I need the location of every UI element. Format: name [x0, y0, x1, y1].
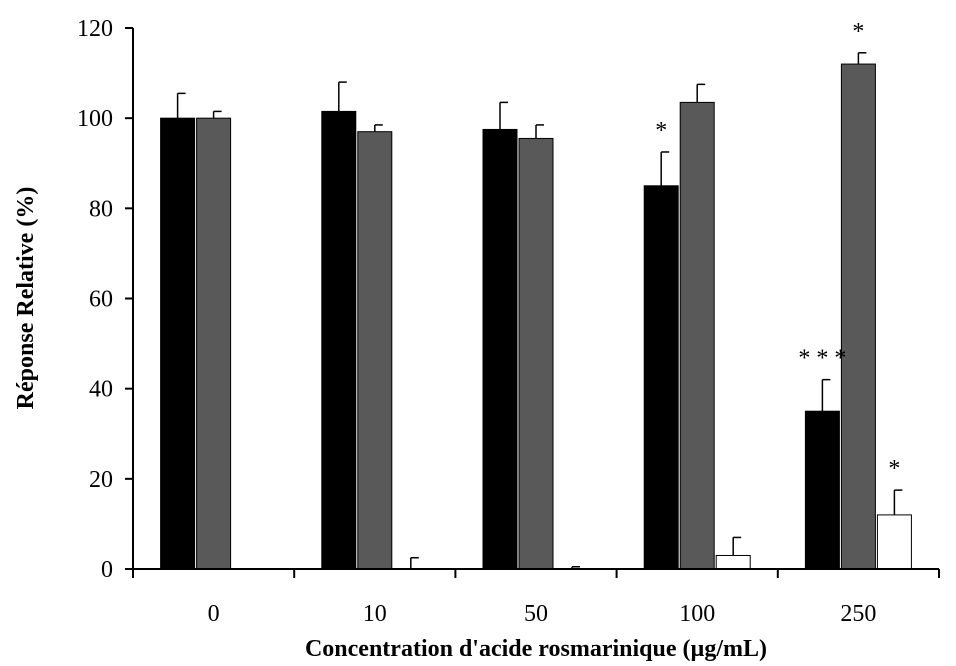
y-tick-label: 0	[101, 557, 113, 583]
y-axis-title: Réponse Relative (%)	[13, 187, 39, 410]
bar	[518, 137, 554, 570]
bar	[715, 554, 751, 570]
bar	[160, 117, 196, 570]
y-tick-label: 80	[89, 196, 113, 222]
x-tick-label: 10	[363, 601, 387, 627]
y-tick-label: 100	[77, 106, 113, 132]
x-tick-label: 100	[679, 601, 715, 627]
y-axis-ticks: 0 20 40 60 80 100 120	[77, 16, 133, 583]
bar	[643, 185, 679, 570]
significance-labels: * * * * * *	[655, 19, 900, 482]
x-axis-title: Concentration d'acide rosmarinique (µg/m…	[305, 636, 767, 662]
x-tick-label: 50	[524, 601, 548, 627]
significance-label: *	[852, 19, 864, 45]
y-tick-label: 120	[77, 16, 113, 42]
bar	[196, 117, 232, 570]
significance-label: *	[655, 118, 667, 144]
significance-label: *	[888, 456, 900, 482]
significance-label: * * *	[798, 346, 846, 372]
bar	[482, 128, 518, 570]
y-tick-label: 60	[89, 287, 113, 313]
x-tick-label: 0	[208, 601, 220, 627]
bar	[876, 514, 912, 570]
bars	[160, 63, 912, 570]
bar	[321, 110, 357, 570]
bar	[840, 63, 876, 570]
bar	[357, 131, 393, 570]
x-axis-ticks: 0 10 50 100 250	[132, 569, 940, 627]
y-tick-label: 40	[89, 377, 113, 403]
error-bars	[176, 52, 903, 569]
y-tick-label: 20	[89, 467, 113, 493]
x-tick-label: 250	[840, 601, 876, 627]
bar	[804, 410, 840, 570]
bar	[679, 101, 715, 570]
